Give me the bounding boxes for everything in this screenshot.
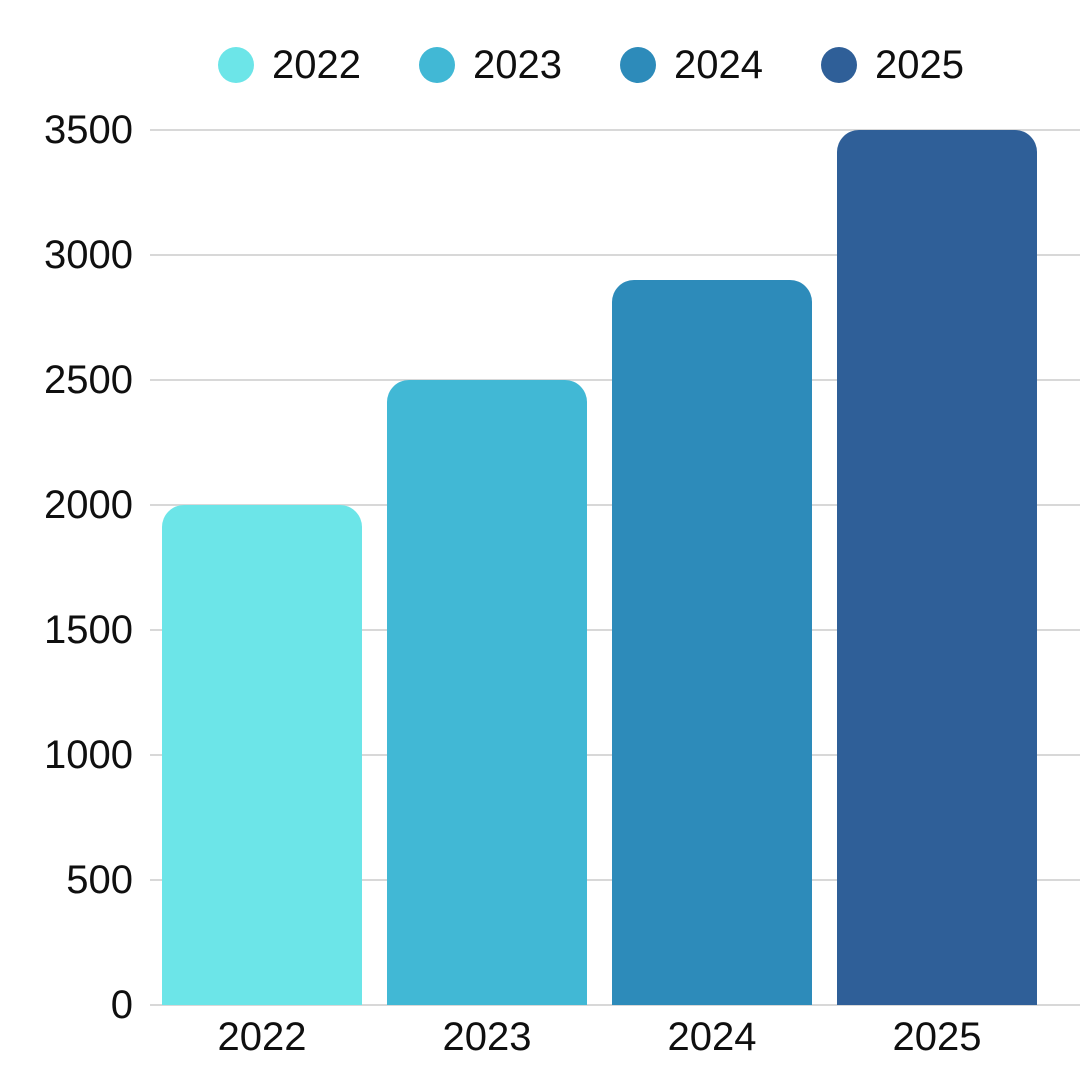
y-axis-tick-label: 3000 [44, 233, 133, 277]
legend-item-2025: 2025 [820, 43, 964, 87]
gridline [150, 254, 1080, 256]
y-axis-tick-label: 2000 [44, 483, 133, 527]
y-axis-tick-label: 3500 [44, 108, 133, 152]
chart-legend: 2022 2023 2024 2025 [218, 45, 964, 85]
legend-label: 2024 [673, 43, 763, 87]
bar-2024 [612, 280, 812, 1005]
legend-label: 2023 [472, 43, 562, 87]
y-axis-tick-label: 2500 [44, 358, 133, 402]
legend-dot-icon [418, 47, 455, 83]
y-axis-tick-label: 1000 [44, 733, 133, 777]
x-axis-label-2023: 2023 [442, 1015, 532, 1059]
bar-2025 [837, 130, 1037, 1005]
y-axis-tick-label: 1500 [44, 608, 133, 652]
legend-dot-icon [218, 47, 254, 83]
legend-label: 2025 [874, 43, 964, 87]
gridline [150, 129, 1080, 131]
x-axis-label-2024: 2024 [667, 1015, 757, 1059]
legend-item-2024: 2024 [619, 43, 763, 87]
bar-2022 [162, 505, 362, 1005]
x-axis-label-2025: 2025 [892, 1015, 982, 1059]
y-axis-tick-label: 500 [66, 858, 133, 902]
gridline [150, 1004, 1080, 1006]
legend-dot-icon [619, 47, 656, 83]
legend-dot-icon [820, 47, 857, 83]
legend-item-2022: 2022 [218, 45, 361, 85]
y-axis-tick-label: 0 [110, 983, 133, 1027]
legend-label: 2022 [272, 43, 361, 87]
legend-item-2023: 2023 [418, 43, 562, 87]
x-axis-label-2022: 2022 [217, 1015, 307, 1059]
bar-2023 [387, 380, 587, 1005]
